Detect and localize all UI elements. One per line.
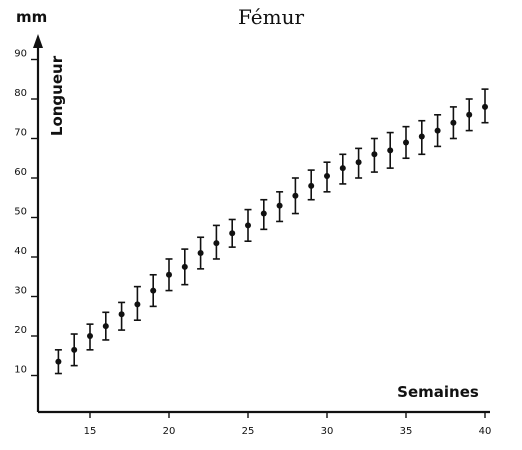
y-ticks: 10 20 30 40 50 60 70 80 90 bbox=[14, 49, 38, 377]
data-point bbox=[355, 159, 362, 166]
data-point-group bbox=[165, 258, 173, 292]
data-point bbox=[197, 250, 204, 257]
data-point-group bbox=[181, 248, 189, 286]
data-point bbox=[292, 192, 299, 199]
y-tick-label: 80 bbox=[14, 88, 27, 99]
data-point bbox=[118, 311, 125, 318]
data-point-group bbox=[370, 137, 378, 173]
data-point-group bbox=[54, 349, 62, 375]
data-point bbox=[371, 151, 378, 158]
data-point-group bbox=[434, 114, 442, 148]
data-point bbox=[324, 173, 330, 180]
y-tick-label: 40 bbox=[14, 246, 27, 257]
data-point-group bbox=[86, 323, 94, 351]
data-point bbox=[245, 222, 251, 229]
data-points bbox=[54, 88, 489, 375]
y-axis-label: Longueur bbox=[48, 55, 66, 136]
data-point-group bbox=[307, 169, 315, 201]
x-tick-label: 15 bbox=[84, 426, 97, 437]
data-point bbox=[308, 182, 315, 189]
y-unit-label: mm bbox=[16, 8, 47, 26]
data-point bbox=[276, 202, 283, 209]
data-point bbox=[450, 119, 457, 126]
data-point bbox=[134, 301, 141, 308]
data-point-group bbox=[323, 161, 331, 193]
x-tick-label: 30 bbox=[321, 426, 334, 437]
data-point-group bbox=[149, 273, 157, 308]
data-point bbox=[418, 133, 425, 140]
data-point-group bbox=[133, 285, 141, 322]
data-point-group bbox=[212, 224, 220, 260]
x-axis-label: Semaines bbox=[397, 383, 479, 401]
data-point bbox=[434, 127, 441, 134]
data-point-group bbox=[228, 218, 236, 248]
data-point bbox=[55, 358, 62, 365]
y-tick-label: 70 bbox=[14, 128, 27, 139]
data-point bbox=[339, 165, 346, 172]
x-tick-label: 25 bbox=[242, 426, 255, 437]
data-point-group bbox=[418, 119, 426, 156]
data-point bbox=[466, 111, 473, 118]
data-point-group bbox=[481, 88, 489, 124]
data-point-group bbox=[276, 191, 284, 223]
y-axis-arrow bbox=[33, 34, 43, 48]
data-point-group bbox=[260, 198, 268, 231]
data-point bbox=[387, 147, 394, 154]
x-ticks: 15 20 25 30 35 40 bbox=[84, 412, 492, 437]
data-point bbox=[213, 240, 220, 247]
data-point-group bbox=[244, 208, 252, 242]
data-point-group bbox=[402, 125, 410, 160]
data-point-group bbox=[197, 236, 205, 270]
data-point bbox=[260, 210, 267, 217]
chart-title: Fémur bbox=[238, 5, 304, 29]
data-point bbox=[229, 230, 236, 237]
data-point bbox=[166, 271, 172, 278]
y-tick-label: 60 bbox=[14, 167, 27, 178]
data-point bbox=[87, 333, 93, 339]
data-point-group bbox=[291, 177, 299, 215]
y-tick-label: 90 bbox=[14, 49, 27, 60]
y-tick-label: 20 bbox=[14, 325, 27, 336]
x-tick-label: 35 bbox=[400, 426, 413, 437]
y-tick-label: 10 bbox=[14, 365, 27, 376]
data-point-group bbox=[465, 98, 473, 132]
data-point-group bbox=[355, 147, 363, 179]
data-point bbox=[71, 346, 78, 353]
data-point-group bbox=[449, 106, 457, 140]
x-tick-label: 40 bbox=[479, 426, 492, 437]
data-point bbox=[403, 139, 409, 146]
data-point bbox=[181, 263, 188, 270]
data-point-group bbox=[118, 301, 126, 331]
x-tick-label: 20 bbox=[163, 426, 176, 437]
data-point bbox=[150, 287, 157, 294]
data-point-group bbox=[339, 153, 347, 185]
data-point bbox=[482, 103, 488, 110]
data-point-group bbox=[386, 131, 394, 169]
y-tick-label: 50 bbox=[14, 207, 27, 218]
y-tick-label: 30 bbox=[14, 286, 27, 297]
data-point bbox=[102, 323, 109, 330]
data-point-group bbox=[102, 311, 110, 341]
data-point-group bbox=[70, 333, 78, 367]
